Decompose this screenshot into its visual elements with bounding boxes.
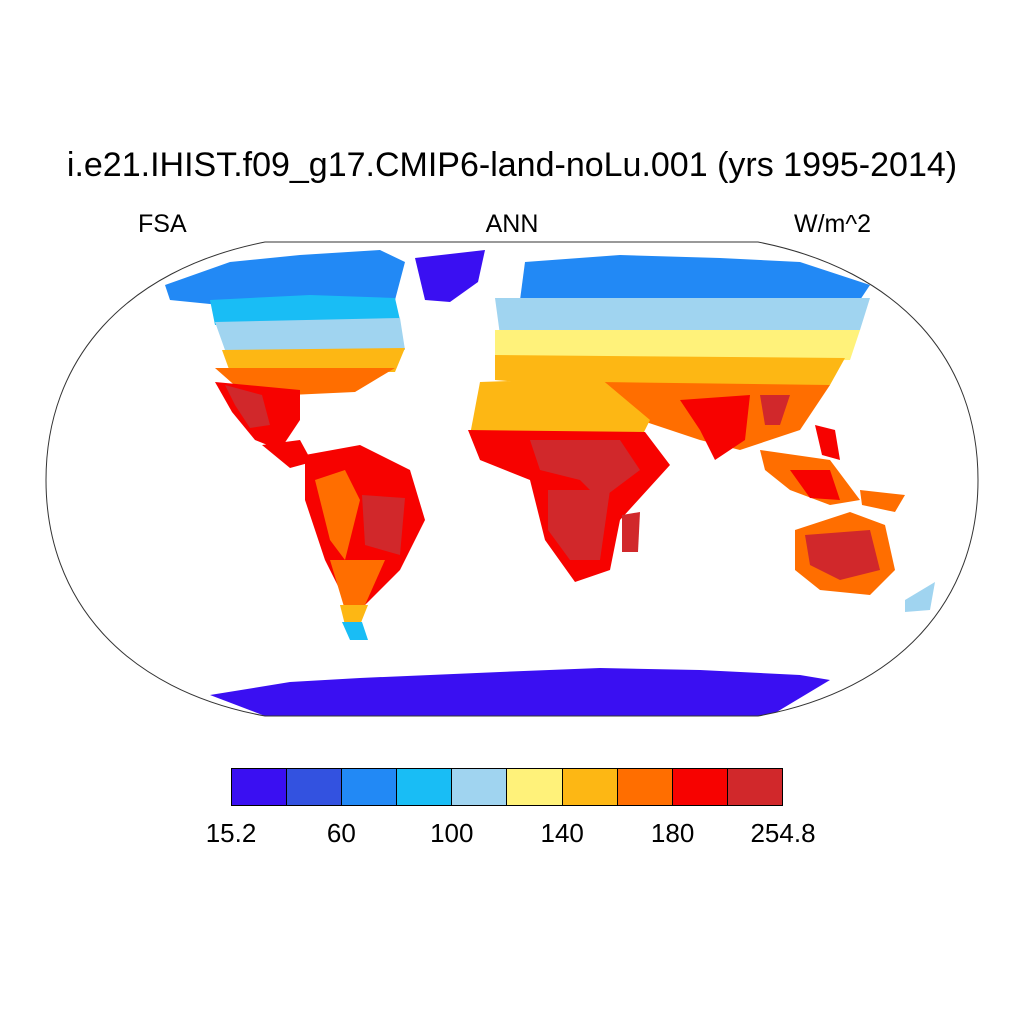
south-america-region [305,445,425,640]
colorbar-box [617,769,673,805]
colorbar-box [562,769,618,805]
colorbar-box [727,769,782,805]
north-america-region [165,250,405,468]
colorbar-tick-label: 60 [326,818,356,848]
globe-outline [45,241,979,717]
variable-label: FSA [138,210,187,238]
southeast-asia-region [760,425,905,512]
colorbar-box [342,769,398,805]
colorbar-tick-label: 15.2 [205,818,257,848]
colorbar-tick-label: 254.8 [750,818,816,848]
colorbar-box [232,769,288,805]
colorbar-box [397,769,453,805]
colorbar-tick-label: 140 [540,818,584,848]
colorbar [231,768,783,806]
colorbar-box [672,769,728,805]
greenland-region [415,250,485,302]
season-label: ANN [485,210,539,238]
plot-title: i.e21.IHIST.f09_g17.CMIP6-land-noLu.001 … [66,146,958,184]
colorbar-tick-label: 100 [430,818,474,848]
africa-region [468,378,670,582]
units-label: W/m^2 [794,210,872,238]
colorbar-box [507,769,563,805]
colorbar-box [452,769,508,805]
australia-region [795,512,935,612]
colorbar-tick-label: 180 [650,818,695,848]
colorbar-box [287,769,343,805]
antarctica-region [210,668,830,716]
